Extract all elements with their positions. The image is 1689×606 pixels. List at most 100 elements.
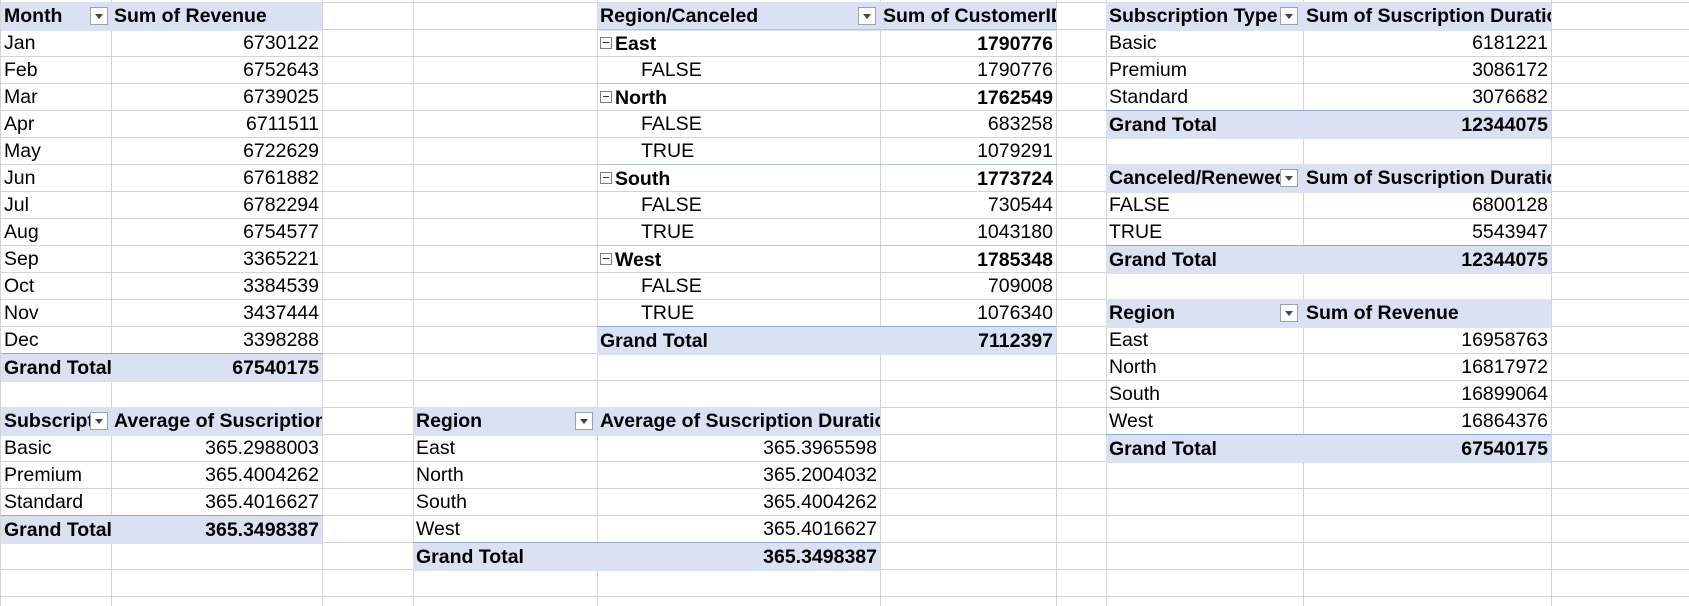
pivot-row-label[interactable]: TRUE (597, 218, 880, 247)
filter-dropdown-icon[interactable] (858, 7, 876, 25)
pivot-row-value[interactable]: 6800128 (1303, 191, 1551, 220)
collapse-minus-icon[interactable] (600, 90, 612, 103)
pivot-row-value[interactable]: 16817972 (1303, 353, 1551, 382)
pivot-row-value[interactable]: 3384539 (111, 272, 322, 301)
pivot-row-value[interactable]: 5543947 (1303, 218, 1551, 247)
pivot-total-label[interactable]: Grand Total (1106, 245, 1303, 274)
pivot-row-label[interactable]: FALSE (1106, 191, 1303, 220)
pivot-total-label[interactable]: Grand Total (1, 353, 111, 382)
pivot-row-label[interactable]: TRUE (597, 137, 880, 166)
pivot-total-label[interactable]: Grand Total (1106, 110, 1303, 139)
pivot-row-label[interactable]: North (413, 461, 597, 490)
pivot-total-label[interactable]: Grand Total (1, 515, 111, 544)
pivot-group-label[interactable]: East (597, 29, 880, 58)
pivot-row-label[interactable]: West (1106, 407, 1303, 436)
pivot-row-value[interactable]: 16864376 (1303, 407, 1551, 436)
collapse-minus-icon[interactable] (600, 252, 612, 265)
pivot-row-value[interactable]: 365.3965598 (597, 434, 880, 463)
pivot-row-value[interactable]: 365.4016627 (597, 515, 880, 544)
pivot-row-label[interactable]: FALSE (597, 56, 880, 85)
filter-dropdown-icon[interactable] (1280, 304, 1298, 322)
pivot-total-value[interactable]: 365.3498387 (111, 515, 322, 544)
pivot-value-header[interactable]: Sum of Suscription Duration (1303, 2, 1551, 31)
pivot-row-value[interactable]: 709008 (880, 272, 1056, 301)
pivot-row-value[interactable]: 730544 (880, 191, 1056, 220)
pivot-total-label[interactable]: Grand Total (413, 542, 597, 571)
pivot-row-label[interactable]: FALSE (597, 110, 880, 139)
pivot-row-label[interactable]: Mar (1, 83, 111, 112)
pivot-total-value[interactable]: 67540175 (111, 353, 322, 382)
pivot-row-value[interactable]: 1079291 (880, 137, 1056, 166)
pivot-row-value[interactable]: 365.4004262 (111, 461, 322, 490)
pivot-total-value[interactable]: 7112397 (880, 326, 1056, 355)
collapse-minus-icon[interactable] (600, 36, 612, 49)
pivot-row-label[interactable]: North (1106, 353, 1303, 382)
pivot-row-label[interactable]: FALSE (597, 191, 880, 220)
filter-dropdown-icon[interactable] (1280, 169, 1298, 187)
pivot-row-label[interactable]: South (1106, 380, 1303, 409)
pivot-row-label[interactable]: Premium (1106, 56, 1303, 85)
pivot-group-value[interactable]: 1790776 (880, 29, 1056, 58)
pivot-header-label[interactable]: Region (413, 407, 597, 436)
pivot-group-value[interactable]: 1785348 (880, 245, 1056, 274)
pivot-value-header[interactable]: Average of Suscription Duration (597, 407, 880, 436)
pivot-row-label[interactable]: West (413, 515, 597, 544)
pivot-row-label[interactable]: Standard (1106, 83, 1303, 112)
pivot-row-value[interactable]: 6730122 (111, 29, 322, 58)
pivot-row-value[interactable]: 365.4004262 (597, 488, 880, 517)
pivot-row-value[interactable]: 3076682 (1303, 83, 1551, 112)
pivot-group-label[interactable]: South (597, 164, 880, 193)
pivot-row-label[interactable]: Basic (1, 434, 111, 463)
pivot-row-value[interactable]: 16899064 (1303, 380, 1551, 409)
pivot-row-value[interactable]: 6761882 (111, 164, 322, 193)
pivot-row-label[interactable]: East (1106, 326, 1303, 355)
pivot-row-value[interactable]: 6754577 (111, 218, 322, 247)
pivot-row-value[interactable]: 6782294 (111, 191, 322, 220)
pivot-row-value[interactable]: 6711511 (111, 110, 322, 139)
pivot-header-label[interactable]: Subscription Type (1106, 2, 1303, 31)
filter-dropdown-icon[interactable] (1280, 7, 1298, 25)
pivot-row-value[interactable]: 6722629 (111, 137, 322, 166)
pivot-row-label[interactable]: Dec (1, 326, 111, 355)
pivot-row-label[interactable]: TRUE (1106, 218, 1303, 247)
pivot-row-label[interactable]: FALSE (597, 272, 880, 301)
pivot-row-value[interactable]: 1790776 (880, 56, 1056, 85)
pivot-row-value[interactable]: 3398288 (111, 326, 322, 355)
pivot-value-header[interactable]: Average of Suscription Duration (111, 407, 322, 436)
pivot-row-value[interactable]: 6752643 (111, 56, 322, 85)
pivot-row-label[interactable]: TRUE (597, 299, 880, 328)
pivot-value-header[interactable]: Sum of Revenue (1303, 299, 1551, 328)
pivot-row-label[interactable]: Feb (1, 56, 111, 85)
pivot-row-value[interactable]: 365.2004032 (597, 461, 880, 490)
pivot-row-value[interactable]: 3437444 (111, 299, 322, 328)
pivot-header-label[interactable]: Region (1106, 299, 1303, 328)
pivot-row-label[interactable]: Jun (1, 164, 111, 193)
pivot-group-label[interactable]: West (597, 245, 880, 274)
pivot-total-value[interactable]: 12344075 (1303, 110, 1551, 139)
pivot-row-value[interactable]: 365.4016627 (111, 488, 322, 517)
filter-dropdown-icon[interactable] (90, 7, 108, 25)
pivot-total-label[interactable]: Grand Total (1106, 434, 1303, 463)
pivot-row-label[interactable]: Jan (1, 29, 111, 58)
pivot-value-header[interactable]: Sum of Revenue (111, 2, 322, 31)
pivot-row-label[interactable]: Basic (1106, 29, 1303, 58)
filter-dropdown-icon[interactable] (575, 412, 593, 430)
pivot-row-value[interactable]: 683258 (880, 110, 1056, 139)
pivot-row-label[interactable]: Sep (1, 245, 111, 274)
pivot-row-value[interactable]: 3365221 (111, 245, 322, 274)
pivot-group-label[interactable]: North (597, 83, 880, 112)
pivot-total-value[interactable]: 12344075 (1303, 245, 1551, 274)
pivot-value-header[interactable]: Sum of CustomerID (880, 2, 1056, 31)
pivot-row-value[interactable]: 3086172 (1303, 56, 1551, 85)
pivot-row-label[interactable]: East (413, 434, 597, 463)
pivot-header-label[interactable]: Region/Canceled (597, 2, 880, 31)
pivot-header-label[interactable]: Canceled/Renewed (1106, 164, 1303, 193)
pivot-row-value[interactable]: 1043180 (880, 218, 1056, 247)
pivot-row-label[interactable]: Nov (1, 299, 111, 328)
pivot-row-label[interactable]: Aug (1, 218, 111, 247)
pivot-row-label[interactable]: Oct (1, 272, 111, 301)
pivot-row-value[interactable]: 1076340 (880, 299, 1056, 328)
pivot-total-value[interactable]: 365.3498387 (597, 542, 880, 571)
pivot-group-value[interactable]: 1762549 (880, 83, 1056, 112)
pivot-value-header[interactable]: Sum of Suscription Duration (1303, 164, 1551, 193)
